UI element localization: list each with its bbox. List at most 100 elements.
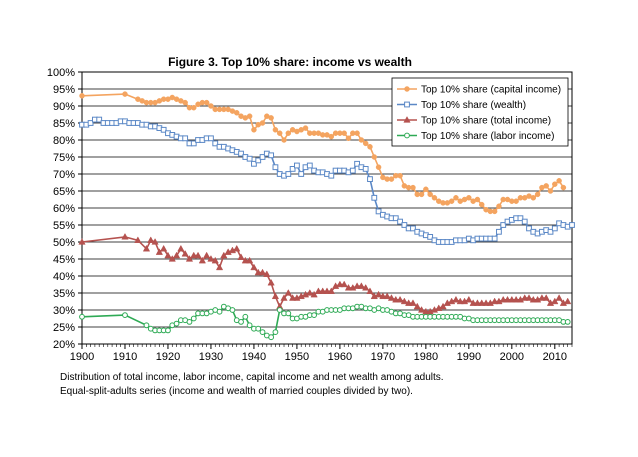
y-tick-label: 60% [53,203,75,215]
data-point [203,99,210,106]
series-3 [79,303,571,341]
data-point [396,295,404,303]
x-tick-label: 1940 [242,351,266,363]
legend-swatch-marker [404,132,410,139]
data-point [173,320,180,327]
data-point [491,235,498,242]
data-point [160,244,168,252]
footnote-line-1: Distribution of total income, labor inco… [60,372,444,383]
legend-label: Top 10% share (capital income) [421,85,561,96]
data-point [340,280,348,288]
data-point [121,232,129,240]
data-point [194,251,202,259]
data-point [534,191,541,198]
data-point [241,256,249,264]
y-tick-label: 50% [53,237,75,249]
data-point [556,178,562,184]
data-point [397,218,403,225]
series-layer [78,91,575,341]
data-point [344,283,353,291]
data-point [427,234,434,240]
data-point [182,99,188,106]
x-tick-label: 1990 [457,351,481,363]
y-tick-label: 70% [53,169,75,181]
legend: Top 10% share (capital income) Top 10% sh… [391,77,569,147]
data-point [427,191,433,198]
y-tick-label: 45% [53,254,75,266]
data-point [281,137,287,143]
data-point [177,244,185,252]
legend-swatch-marker [404,101,410,108]
data-point [79,313,85,320]
legend-item: Top 10% share (wealth) [397,100,526,111]
data-point [375,208,382,215]
data-point [547,228,554,235]
data-point [336,280,344,288]
data-point [521,294,529,301]
data-point [215,263,224,271]
data-point [268,115,274,121]
data-point [456,297,464,305]
data-point [499,295,507,303]
legend-label: Top 10% share (labor income) [421,131,554,142]
data-point [302,125,309,131]
y-tick-label: 30% [53,305,75,317]
data-point [418,191,425,198]
data-point [400,297,408,305]
data-point [469,299,477,306]
data-point [362,166,369,172]
data-point [452,295,460,303]
y-tick-label: 80% [53,135,75,147]
data-point [323,287,331,294]
y-tick-label: 55% [53,220,75,232]
data-point [246,256,254,264]
data-point [327,287,335,294]
data-point [362,283,370,291]
x-tick-label: 1930 [199,351,223,363]
data-point [466,195,472,201]
data-point [496,228,502,235]
data-point [211,256,219,264]
data-point [473,299,482,306]
data-point [560,184,567,191]
data-point [474,196,481,203]
data-point [517,215,524,222]
data-point [251,160,257,167]
data-point [259,154,266,160]
data-point [190,140,197,147]
legend-swatch-marker [403,116,411,123]
data-point [431,195,438,201]
legend-label: Top 10% share (wealth) [421,100,526,111]
data-point [569,222,575,228]
data-point [409,299,417,306]
data-point [392,295,400,303]
data-point [367,144,373,150]
data-point [160,126,167,133]
data-point [367,176,373,182]
data-point [417,306,426,313]
data-point [448,198,455,204]
data-point [168,255,176,262]
data-point [233,244,241,252]
data-point [190,251,198,259]
data-point [203,251,211,259]
data-point [272,329,279,336]
data-point [233,110,240,116]
data-point [496,203,502,210]
x-tick-label: 2000 [500,351,524,363]
data-point [79,93,85,99]
data-point [503,295,512,303]
data-point [491,297,499,305]
data-point [542,294,550,301]
data-point [181,249,189,257]
x-tick-label: 1920 [156,351,180,363]
data-point [250,263,258,271]
data-point [512,295,520,303]
data-point [328,133,335,140]
data-point [285,130,292,136]
data-point [271,292,280,300]
data-point [354,130,360,136]
data-point [237,253,245,260]
data-point [285,171,292,177]
